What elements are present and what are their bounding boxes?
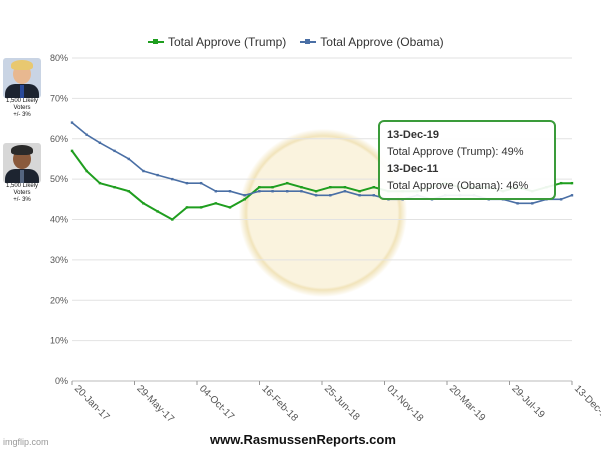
data-point-obama[interactable] (185, 181, 189, 185)
data-point-trump[interactable] (98, 181, 102, 185)
legend-obama-label: Total Approve (Obama) (320, 35, 444, 49)
x-tick-label: 29-May-17 (134, 383, 176, 425)
legend-trump-label: Total Approve (Trump) (168, 35, 287, 49)
chart-legend: Total Approve (Trump) Total Approve (Oba… (148, 35, 444, 49)
data-point-obama[interactable] (199, 181, 203, 185)
data-point-trump[interactable] (559, 181, 563, 185)
data-point-trump[interactable] (343, 186, 347, 189)
data-point-obama[interactable] (214, 190, 218, 193)
chart-tooltip: 13-Dec-19 Total Approve (Trump): 49% 13-… (378, 120, 556, 200)
x-tick-label: 20-Mar-19 (447, 383, 488, 424)
data-point-obama[interactable] (127, 157, 130, 161)
x-tick-label: 01-Nov-18 (384, 383, 425, 424)
x-tick-label: 25-Jun-18 (322, 383, 362, 423)
data-point-trump[interactable] (142, 202, 145, 205)
trump-caption-2: Voters (13, 105, 31, 111)
data-point-obama[interactable] (516, 202, 519, 205)
data-point-obama[interactable] (98, 141, 102, 144)
data-point-trump[interactable] (185, 206, 189, 209)
data-point-obama[interactable] (113, 149, 116, 153)
data-point-obama[interactable] (559, 198, 563, 201)
y-axis-ticks: 0% 10% 20% 30% 40% 50% 60% 70% 80% (50, 53, 68, 386)
x-tick-label: 29-Jul-19 (509, 383, 547, 421)
obama-caption-2: Voters (13, 190, 31, 196)
data-point-trump[interactable] (314, 190, 318, 193)
legend-item-obama[interactable]: Total Approve (Obama) (300, 35, 444, 49)
data-point-trump[interactable] (243, 198, 246, 201)
data-point-trump[interactable] (228, 206, 232, 209)
data-point-trump[interactable] (85, 169, 88, 173)
data-point-trump[interactable] (171, 218, 174, 221)
data-point-obama[interactable] (314, 194, 318, 197)
obama-portrait: 1,500 Likely Voters +/- 3% (3, 143, 41, 204)
data-point-obama[interactable] (286, 190, 289, 193)
trump-portrait: 1,500 Likely Voters +/- 3% (3, 58, 41, 119)
tooltip-obama-line: Total Approve (Obama): 46% (387, 180, 529, 192)
x-tick-label: 13-Dec-19 (572, 383, 601, 424)
data-point-trump[interactable] (214, 202, 218, 205)
data-point-obama[interactable] (70, 121, 74, 124)
data-point-trump[interactable] (570, 181, 574, 185)
y-tick-label: 50% (50, 174, 68, 184)
tooltip-trump-line: Total Approve (Trump): 49% (387, 146, 524, 158)
data-point-trump[interactable] (70, 149, 74, 153)
trump-caption-3: +/- 3% (13, 112, 31, 118)
grid-lines (72, 57, 572, 382)
x-tick-label: 16-Feb-18 (259, 383, 300, 424)
tooltip-obama-date: 13-Dec-11 (387, 163, 439, 175)
legend-trump-swatch-icon (148, 39, 164, 44)
y-tick-label: 0% (55, 376, 68, 386)
data-point-obama[interactable] (358, 194, 361, 197)
data-point-trump[interactable] (258, 186, 261, 189)
data-point-obama[interactable] (228, 190, 232, 193)
data-point-obama[interactable] (300, 190, 303, 193)
tooltip-trump-date: 13-Dec-19 (387, 129, 439, 141)
data-point-trump[interactable] (199, 206, 203, 209)
y-tick-label: 70% (50, 93, 68, 103)
data-point-obama[interactable] (343, 190, 347, 193)
data-point-obama[interactable] (271, 190, 274, 193)
y-tick-label: 20% (50, 295, 68, 305)
site-url[interactable]: www.RasmussenReports.com (210, 432, 396, 447)
trump-face-icon (3, 58, 41, 98)
data-point-obama[interactable] (85, 133, 88, 136)
data-point-trump[interactable] (127, 190, 130, 193)
data-point-trump[interactable] (156, 210, 159, 213)
data-point-obama[interactable] (142, 169, 145, 173)
data-point-trump[interactable] (329, 186, 332, 189)
data-point-obama[interactable] (531, 202, 534, 205)
data-point-trump[interactable] (372, 186, 375, 189)
data-point-obama[interactable] (243, 194, 246, 197)
imgflip-watermark: imgflip.com (3, 437, 49, 447)
x-tick-label: 04-Oct-17 (197, 383, 237, 423)
data-point-trump[interactable] (300, 186, 303, 189)
data-point-obama[interactable] (372, 194, 375, 197)
legend-obama-swatch-icon (300, 39, 317, 44)
legend-item-trump[interactable]: Total Approve (Trump) (148, 35, 286, 49)
y-tick-label: 60% (50, 134, 68, 144)
data-point-obama[interactable] (171, 177, 174, 181)
y-tick-label: 30% (50, 255, 68, 265)
x-axis-ticks: 20-Jan-17 29-May-17 04-Oct-17 16-Feb-18 25-J… (71, 381, 601, 425)
data-point-obama[interactable] (156, 173, 159, 177)
data-point-trump[interactable] (113, 186, 116, 189)
obama-face-icon (3, 143, 41, 183)
data-point-trump[interactable] (271, 186, 274, 189)
trump-caption-1: 1,500 Likely (5, 98, 39, 104)
y-tick-label: 80% (50, 53, 68, 63)
data-point-obama[interactable] (570, 194, 574, 197)
y-tick-label: 10% (50, 336, 68, 346)
data-point-trump[interactable] (358, 190, 361, 193)
data-point-trump[interactable] (286, 181, 289, 185)
data-point-obama[interactable] (258, 190, 261, 193)
data-point-obama[interactable] (329, 194, 332, 197)
obama-caption-1: 1,500 Likely (5, 183, 39, 189)
y-tick-label: 40% (50, 215, 68, 225)
obama-caption-3: +/- 3% (13, 197, 31, 203)
x-tick-label: 20-Jan-17 (72, 383, 112, 423)
